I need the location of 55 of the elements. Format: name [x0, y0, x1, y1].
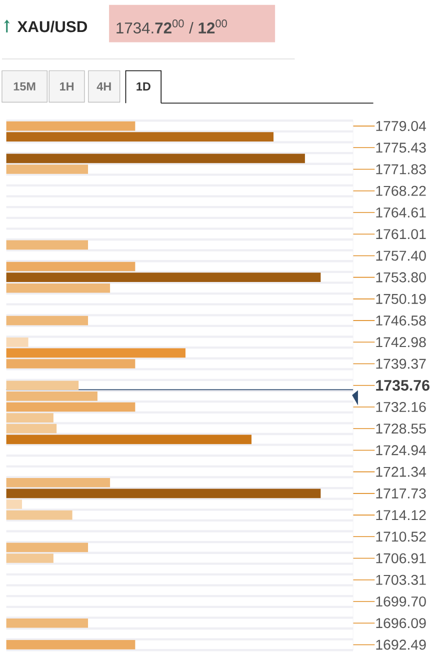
text: 1D	[136, 82, 150, 90]
y-tick-label: 1706.91	[376, 553, 426, 564]
bar	[6, 380, 78, 390]
y-tick-label: 1753.80	[376, 272, 426, 282]
y-tick-label: 1761.01	[376, 229, 426, 240]
text: 1H	[60, 82, 74, 90]
y-tick-label: 1768.22	[376, 186, 426, 196]
bar	[6, 262, 136, 272]
y-tick-label: 1764.61	[376, 207, 426, 218]
text: 4H	[96, 82, 111, 90]
y-tick-label: 1771.83	[376, 164, 426, 174]
bar	[6, 240, 88, 250]
y-tick-label: 1775.43	[376, 142, 426, 153]
y-tick-label: 1692.49	[376, 640, 426, 650]
bar	[6, 337, 28, 347]
bar	[6, 500, 22, 509]
bar	[6, 618, 88, 628]
bar	[6, 164, 88, 174]
y-tick-label: 1757.40	[376, 250, 426, 261]
y-tick-label: 1746.58	[376, 316, 426, 326]
y-tick-label: 1696.09	[376, 618, 426, 628]
y-tick-label: 1714.12	[376, 510, 426, 520]
y-tick-label: 1721.34	[376, 466, 426, 477]
bar	[6, 392, 98, 401]
y-tick-label: 1739.37	[376, 358, 426, 369]
bar	[6, 359, 136, 368]
bar	[6, 510, 72, 520]
y-tick-label: 1728.55	[376, 424, 426, 434]
bar	[6, 348, 186, 358]
text: 15M	[14, 82, 36, 91]
bar	[6, 478, 110, 488]
bar	[6, 434, 252, 444]
y-tick-label: 1717.73	[376, 488, 426, 498]
bar	[6, 554, 54, 563]
y-tick-label: 1742.98	[376, 337, 426, 348]
bar	[6, 640, 136, 650]
bar	[6, 121, 136, 131]
y-tick-label: 1750.19	[376, 294, 426, 304]
chart-subtitle: 1734.72$^{00}$ / 12$^{00}$	[116, 20, 227, 34]
bar	[6, 488, 321, 498]
y-tick-label: 1732.16	[376, 402, 426, 412]
bar	[6, 132, 274, 142]
y-tick-label: 1699.70	[376, 596, 426, 607]
y-tick-label: 1724.94	[376, 445, 426, 456]
bar	[6, 316, 88, 326]
chart-title: XAU/USD	[17, 20, 87, 32]
y-tick-label: 1779.04	[376, 121, 426, 132]
y-tick-label: 1703.31	[376, 574, 426, 585]
bar	[6, 272, 321, 282]
bar	[6, 154, 305, 164]
y-tick-label: 1710.52	[376, 532, 426, 542]
bar	[6, 283, 110, 293]
bar	[6, 542, 88, 552]
bar	[6, 402, 136, 412]
y-tick-label: 1735.76	[376, 380, 430, 391]
